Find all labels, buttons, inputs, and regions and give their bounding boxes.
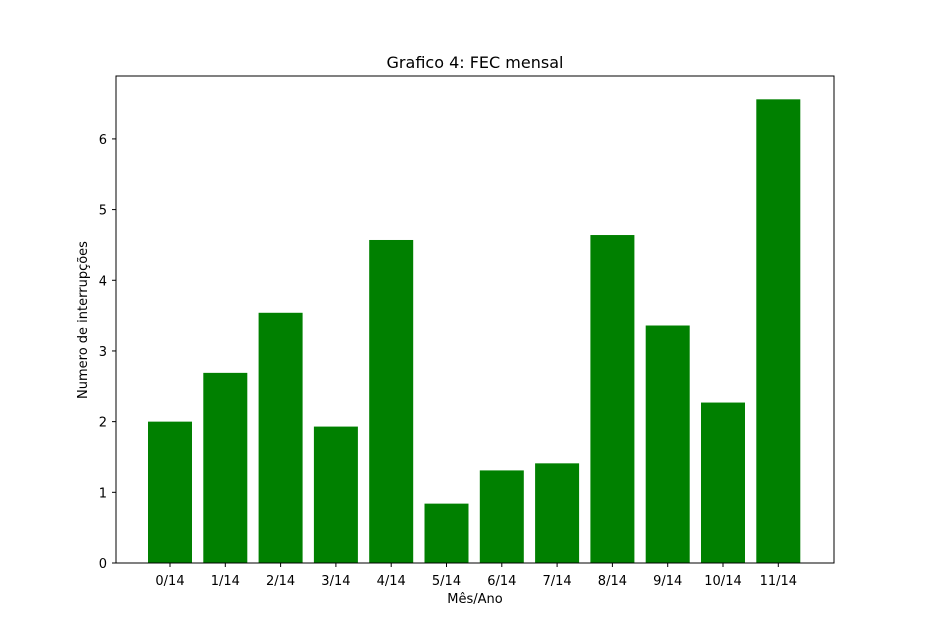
bar-7/14 <box>535 463 580 563</box>
x-tick-label: 1/14 <box>211 574 240 589</box>
x-tick-label: 5/14 <box>432 574 461 589</box>
y-tick-label: 3 <box>99 345 107 360</box>
bar-6/14 <box>479 470 524 563</box>
x-axis-label: Mês/Ano <box>447 592 502 607</box>
bars-group <box>148 99 801 564</box>
bar-0/14 <box>148 421 192 563</box>
x-tick-label: 3/14 <box>321 574 350 589</box>
y-axis-label: Numero de interrupções <box>76 241 91 399</box>
x-axis-ticks: 0/14 1/14 2/14 3/14 4/14 5/14 6/14 7/14 8/14 9/14… <box>155 563 797 589</box>
bar-2/14 <box>258 312 303 563</box>
bar-10/14 <box>701 402 745 563</box>
x-tick-label: 11/14 <box>760 574 797 589</box>
x-tick-label: 0/14 <box>155 574 184 589</box>
bar-5/14 <box>424 503 469 563</box>
x-tick-label: 9/14 <box>653 574 682 589</box>
chart-title: Grafico 4: FEC mensal <box>387 53 564 72</box>
bar-1/14 <box>203 372 248 563</box>
x-tick-label: 10/14 <box>704 574 741 589</box>
y-tick-label: 1 <box>99 486 107 501</box>
x-tick-label: 6/14 <box>487 574 516 589</box>
bar-4/14 <box>369 239 414 563</box>
bar-9/14 <box>645 325 690 563</box>
bar-11/14 <box>756 99 801 564</box>
y-tick-label: 5 <box>99 204 107 219</box>
x-tick-label: 4/14 <box>377 574 406 589</box>
plot-frame <box>115 75 835 564</box>
y-tick-label: 6 <box>99 133 107 148</box>
y-axis-ticks: 0 1 2 3 4 5 6 <box>99 133 116 572</box>
bar-8/14 <box>590 235 635 563</box>
bar-3/14 <box>313 426 358 563</box>
x-tick-label: 8/14 <box>598 574 627 589</box>
x-tick-label: 7/14 <box>542 574 571 589</box>
x-tick-label: 2/14 <box>266 574 295 589</box>
y-tick-label: 0 <box>99 557 107 572</box>
y-tick-label: 2 <box>99 416 107 431</box>
y-tick-label: 4 <box>99 274 107 289</box>
